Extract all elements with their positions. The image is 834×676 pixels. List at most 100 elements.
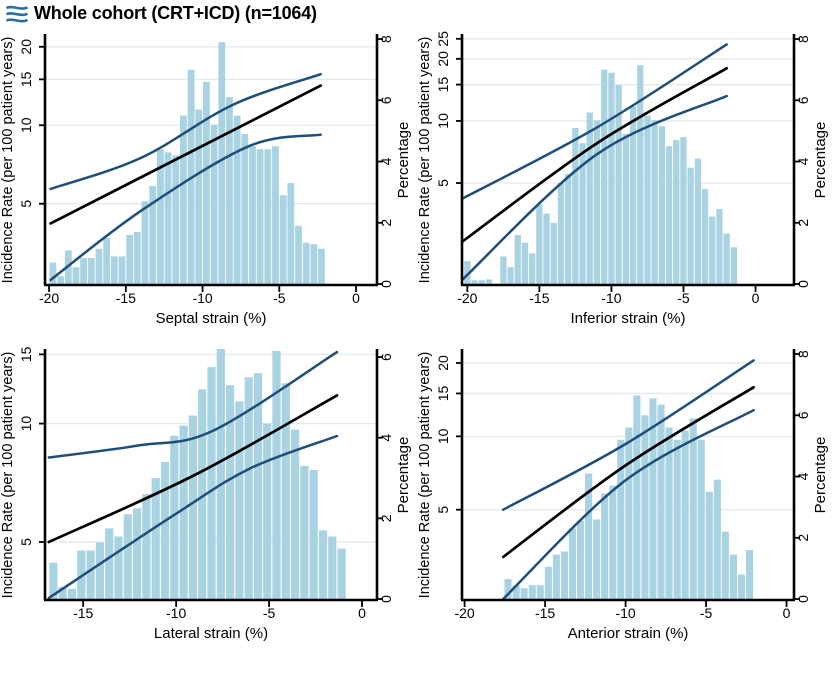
histogram-bar — [114, 536, 123, 599]
histogram-bar — [504, 579, 512, 599]
x-axis-title: Lateral strain (%) — [154, 625, 268, 642]
ci-upper-line — [49, 72, 322, 191]
y-left-tick-label: 15 — [435, 385, 451, 401]
ci-lower-line — [47, 434, 339, 600]
histogram-bar — [244, 377, 253, 599]
tick-marks — [456, 353, 800, 607]
histogram-bar — [203, 81, 210, 285]
y-right-tick-label: 0 — [378, 595, 394, 603]
histogram-bar — [536, 585, 544, 599]
histogram-bar — [310, 244, 318, 284]
histogram-bar — [687, 167, 694, 284]
histogram-bar — [253, 373, 263, 599]
histogram-bar — [586, 112, 593, 284]
y-right-axis-title: Percentage — [395, 122, 412, 199]
y-right-tick-label: 4 — [378, 157, 394, 165]
histogram-bar — [701, 189, 709, 284]
x-tick-label: -15 — [535, 605, 555, 621]
y-right-tick-label: 8 — [795, 35, 811, 43]
histogram-bar — [709, 216, 716, 284]
histogram-bar — [529, 253, 536, 284]
x-tick-label: -15 — [529, 290, 549, 306]
histogram-bars — [464, 65, 737, 285]
histogram-bar — [149, 186, 157, 284]
ci-upper-line — [47, 350, 339, 459]
chart-cell-bottom-right: -20 -15 -10 -5 0 5 10 15 20 0 2 4 6 8 Anterior strain … — [417, 341, 834, 656]
x-axis-title: Inferior strain (%) — [570, 310, 685, 327]
histogram-bar — [263, 423, 272, 599]
histogram-bar — [103, 238, 111, 284]
x-axis-title: Anterior strain (%) — [568, 625, 689, 642]
histogram-bar — [641, 415, 649, 599]
histogram-bar — [77, 550, 86, 599]
figure-title-bar: Whole cohort (CRT+ICD) (n=1064) — [5, 3, 317, 24]
y-left-tick-label: 5 — [18, 538, 34, 546]
histogram-bar — [216, 349, 225, 599]
waves-icon — [5, 5, 29, 22]
histogram-bar — [721, 531, 729, 599]
axes — [43, 34, 379, 287]
histogram-bar — [536, 204, 543, 284]
histogram-bar — [478, 280, 485, 284]
y-left-tick-label: 5 — [435, 506, 451, 514]
histogram-bar — [291, 429, 300, 599]
histogram-bar — [309, 470, 318, 599]
histogram-bar — [673, 140, 680, 284]
histogram-bar — [716, 209, 723, 284]
histogram-bar — [57, 276, 64, 284]
y-left-tick-label: 5 — [18, 200, 34, 208]
y-right-tick-label: 0 — [795, 595, 811, 603]
histogram-bar — [170, 435, 179, 599]
histogram-bar — [585, 473, 593, 599]
histogram-bar — [713, 479, 721, 599]
histogram-bar — [123, 514, 132, 599]
histogram-bar — [615, 85, 622, 284]
histogram-bar — [87, 258, 95, 284]
histogram-bar — [272, 146, 279, 284]
x-tick-label: -5 — [273, 290, 286, 306]
histogram-bar — [105, 528, 114, 599]
histogram-bar — [622, 134, 629, 284]
histogram-bar — [657, 404, 665, 599]
y-right-tick-label: 0 — [378, 280, 394, 288]
histogram-bar — [673, 439, 681, 599]
histogram-bar — [302, 242, 310, 284]
ci-upper-line — [501, 359, 755, 511]
y-left-tick-label: 25 — [435, 31, 451, 47]
histogram-bar — [72, 267, 80, 284]
histogram-bar — [118, 256, 126, 284]
histogram-bar — [746, 550, 754, 599]
y-left-axis-title: Incidence Rate (per 100 patient years) — [417, 352, 433, 599]
histogram-bar — [608, 72, 615, 284]
histogram-bar — [464, 261, 471, 284]
x-tick-label: -5 — [700, 605, 713, 621]
histogram-bar — [644, 115, 651, 284]
x-tick-label: -20 — [454, 605, 474, 621]
histogram-bar — [658, 126, 665, 284]
histogram-bar — [86, 550, 95, 599]
y-right-tick-label: 6 — [795, 96, 811, 104]
y-left-tick-label: 10 — [18, 117, 34, 133]
histogram-bar — [651, 120, 658, 284]
ci-upper-line — [461, 43, 728, 200]
chart-anterior-strain: -20 -15 -10 -5 0 5 10 15 20 0 2 4 6 8 Anterior strain … — [417, 349, 829, 642]
x-tick-label: -10 — [615, 605, 635, 621]
x-tick-label: -15 — [116, 290, 136, 306]
histogram-bar — [665, 146, 673, 284]
histogram-bar — [609, 485, 617, 599]
histogram-bar — [514, 235, 521, 284]
y-right-axis-title: Percentage — [812, 122, 829, 199]
histogram-bar — [520, 588, 528, 599]
histogram-bar — [133, 232, 141, 284]
histogram-bar — [328, 536, 337, 599]
histogram-bar — [337, 548, 346, 599]
histogram-bar — [485, 279, 493, 284]
y-right-tick-label: 8 — [378, 35, 394, 43]
tick-marks — [39, 353, 383, 607]
histogram-bar — [110, 256, 118, 284]
histogram-bar — [49, 562, 58, 599]
tick-marks — [456, 37, 800, 292]
histogram-bar — [550, 222, 557, 284]
histogram-bar — [557, 183, 565, 284]
